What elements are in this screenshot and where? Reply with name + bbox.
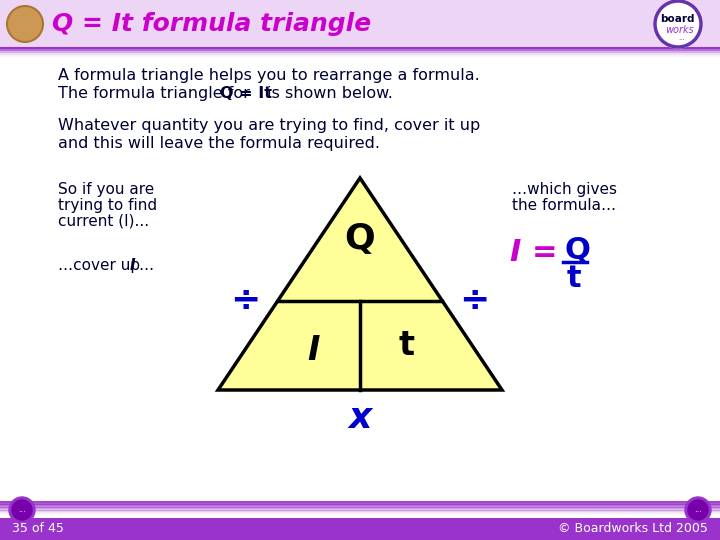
Circle shape — [12, 500, 32, 520]
Text: I: I — [307, 334, 320, 367]
Polygon shape — [218, 178, 502, 390]
Text: Whatever quantity you are trying to find, cover it up: Whatever quantity you are trying to find… — [58, 118, 480, 133]
Text: …cover up: …cover up — [58, 258, 145, 273]
Text: trying to find: trying to find — [58, 198, 157, 213]
Text: works: works — [665, 25, 694, 35]
Text: ...: ... — [18, 505, 26, 515]
Text: x: x — [348, 401, 372, 435]
Text: So if you are: So if you are — [58, 182, 154, 197]
Text: Q: Q — [565, 236, 591, 265]
Text: t: t — [567, 264, 582, 293]
Text: current (I)...: current (I)... — [58, 214, 149, 229]
Text: …which gives: …which gives — [512, 182, 617, 197]
Text: I =: I = — [510, 238, 557, 267]
Text: ÷: ÷ — [459, 284, 490, 318]
Text: 35 of 45: 35 of 45 — [12, 523, 64, 536]
Text: the formula…: the formula… — [512, 198, 616, 213]
Text: board: board — [660, 14, 694, 24]
Text: I: I — [130, 258, 135, 273]
Bar — [0, 0, 720, 48]
Text: and this will leave the formula required.: and this will leave the formula required… — [58, 136, 380, 151]
Text: Q = It: Q = It — [220, 86, 272, 101]
Text: ...: ... — [694, 505, 702, 515]
Text: Q = It formula triangle: Q = It formula triangle — [52, 12, 372, 36]
Text: The formula triangle for: The formula triangle for — [58, 86, 255, 101]
Circle shape — [7, 6, 43, 42]
Text: t: t — [398, 329, 414, 362]
Text: Q: Q — [345, 222, 375, 256]
Bar — [0, 518, 720, 540]
Text: © Boardworks Ltd 2005: © Boardworks Ltd 2005 — [558, 523, 708, 536]
Circle shape — [685, 497, 711, 523]
Circle shape — [688, 500, 708, 520]
Circle shape — [655, 1, 701, 47]
Text: …: … — [138, 258, 153, 273]
Circle shape — [9, 497, 35, 523]
Text: ...: ... — [679, 35, 685, 41]
Text: ÷: ÷ — [230, 284, 261, 318]
Text: A formula triangle helps you to rearrange a formula.: A formula triangle helps you to rearrang… — [58, 68, 480, 83]
Text: is shown below.: is shown below. — [262, 86, 393, 101]
